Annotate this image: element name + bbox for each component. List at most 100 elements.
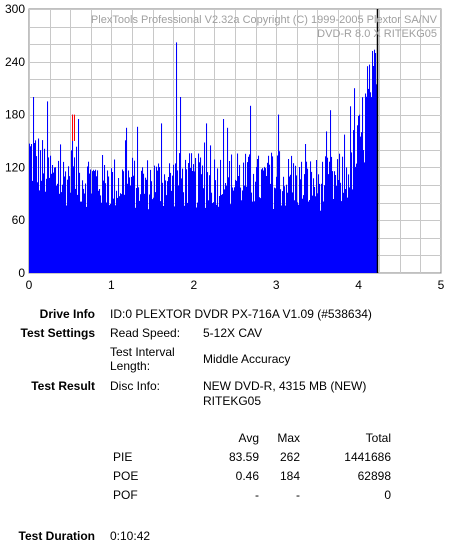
pie-bar — [50, 155, 52, 273]
pie-bar — [312, 195, 314, 273]
pie-bar — [346, 167, 348, 273]
pie-bar — [246, 186, 248, 273]
pie-bar — [82, 180, 84, 273]
pie-bar — [172, 175, 174, 273]
pie-bar — [207, 172, 209, 273]
pie-bar — [77, 194, 79, 273]
pie-bar — [294, 200, 296, 273]
pie-bar — [203, 188, 205, 273]
pie-bar — [359, 114, 361, 273]
pie-bar — [233, 190, 235, 273]
pie-bar — [316, 160, 318, 273]
pie-bar — [166, 195, 168, 273]
pie-bar — [139, 200, 141, 273]
pie-chart: PlexTools Professional V2.32a Copyright … — [5, 2, 445, 292]
pie-bar — [181, 178, 183, 273]
pie-bar — [320, 210, 322, 273]
pie-bar — [185, 159, 187, 273]
pie-bar — [188, 163, 190, 273]
pie-bar — [214, 159, 216, 273]
pie-bar — [350, 106, 352, 273]
y-tick-label: 120 — [5, 160, 25, 174]
pie-bar — [34, 143, 36, 273]
pie-bar — [44, 148, 46, 273]
pie-bar — [30, 146, 32, 273]
pie-bar — [38, 138, 40, 273]
pie-bar — [161, 123, 163, 274]
pie-bar — [357, 125, 359, 273]
stats-row-pof-total: 0 — [384, 488, 391, 502]
pie-bar — [48, 157, 50, 273]
pie-bar — [232, 187, 234, 273]
pie-bar — [364, 162, 366, 273]
pie-bar — [303, 195, 305, 273]
pie-bar — [248, 156, 250, 273]
disc-info-value-line1: NEW DVD-R, 4315 MB (NEW) — [203, 379, 367, 393]
test-interval-value: Middle Accuracy — [203, 352, 291, 366]
pie-bar — [149, 194, 151, 273]
x-tick-label: 2 — [190, 278, 197, 292]
pie-bar — [262, 168, 264, 273]
pie-bar — [254, 201, 256, 273]
pie-bar — [367, 66, 369, 273]
stats-row-pof-avg: - — [255, 488, 259, 502]
pie-bar — [155, 192, 157, 273]
pie-bar — [67, 179, 69, 273]
pie-bar — [125, 140, 127, 273]
pie-bar — [80, 201, 82, 273]
pie-bar — [260, 198, 262, 273]
test-interval-label-line1: Test Interval — [110, 345, 175, 359]
pie-bar — [32, 180, 34, 273]
pie-bar — [101, 202, 103, 273]
pie-bar — [241, 200, 243, 273]
x-tick-label: 1 — [108, 278, 115, 292]
pie-bar — [60, 144, 62, 273]
pie-bar — [216, 204, 218, 273]
pie-bar — [219, 196, 221, 273]
pie-bar — [144, 193, 146, 273]
chart-svg: PlexTools Professional V2.32a Copyright … — [5, 2, 445, 292]
pie-bar — [227, 127, 229, 273]
pie-bar — [106, 202, 108, 273]
read-speed-label: Read Speed: — [110, 326, 181, 340]
pie-bar — [198, 153, 200, 273]
test-settings-label: Test Settings — [20, 326, 95, 340]
pie-bar — [315, 196, 317, 273]
pie-bar — [199, 162, 201, 273]
y-tick-label: 60 — [12, 213, 26, 227]
pie-bar — [124, 194, 126, 273]
pie-bar — [272, 156, 274, 273]
pie-bar — [153, 197, 155, 273]
pie-bar — [121, 194, 123, 273]
pie-bar — [173, 164, 175, 273]
stats-row-poe-avg: 0.46 — [235, 469, 259, 483]
pie-bar — [63, 161, 65, 273]
pie-bar — [178, 185, 180, 273]
pie-bar — [35, 140, 37, 273]
pie-bar — [293, 163, 295, 273]
pie-bar — [71, 150, 73, 273]
pie-bar — [154, 165, 156, 273]
pie-bar — [55, 167, 57, 273]
pie-bar — [78, 119, 80, 273]
pie-bar — [314, 187, 316, 273]
pie-bar — [317, 193, 319, 273]
pie-bar — [97, 170, 99, 273]
pie-bar — [69, 176, 71, 273]
pie-bar — [90, 169, 92, 273]
pie-bar — [108, 176, 110, 273]
y-tick-label: 300 — [5, 2, 25, 16]
y-tick-label: 180 — [5, 108, 25, 122]
pie-bar — [137, 126, 139, 273]
pie-bar — [362, 97, 364, 273]
pie-bar — [279, 151, 281, 273]
pie-bar — [182, 168, 184, 273]
pie-bar — [306, 161, 308, 273]
pie-bar — [220, 159, 222, 273]
pie-bar — [146, 179, 148, 273]
pie-bar — [289, 176, 291, 273]
pie-bar — [75, 188, 77, 273]
pie-bar — [64, 176, 66, 273]
pie-bar — [127, 183, 129, 273]
pie-bar — [109, 205, 111, 273]
